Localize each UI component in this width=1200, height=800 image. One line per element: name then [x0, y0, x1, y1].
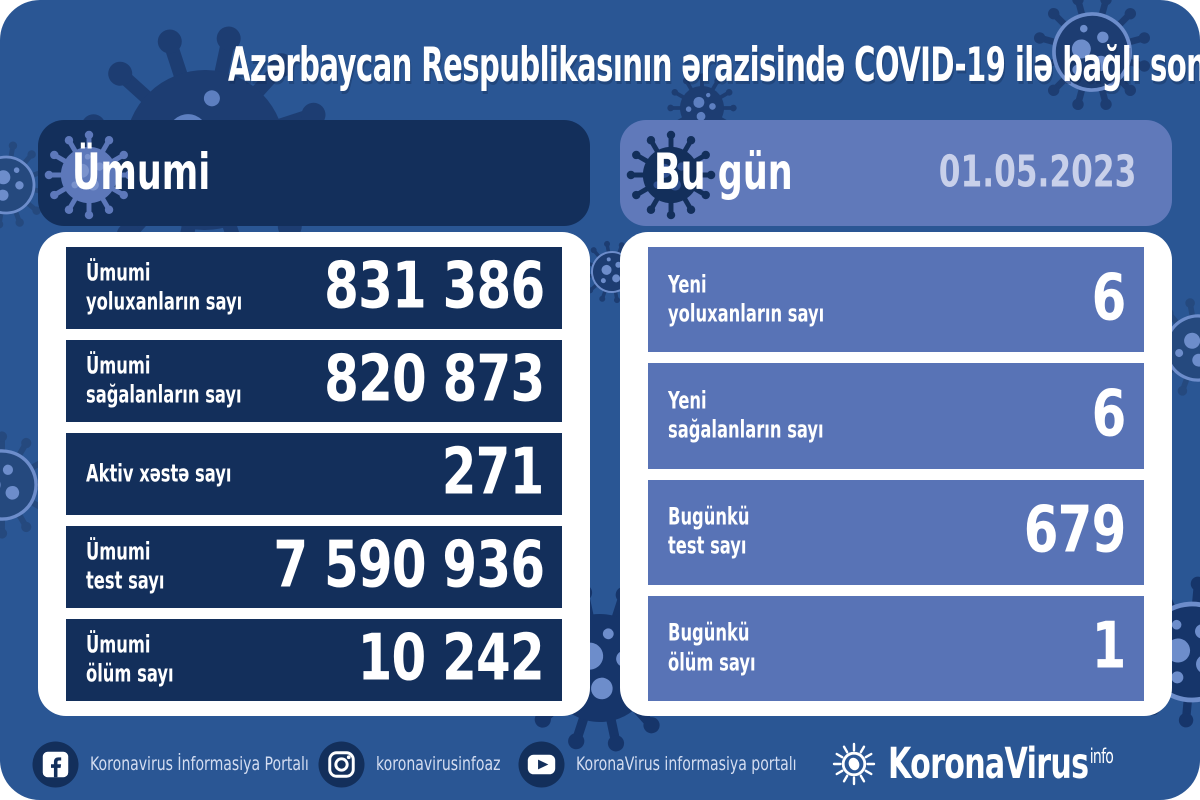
instagram-link: koronavirusinfoaz — [318, 738, 544, 790]
panel-today-header: Bu gün 01.05.2023 — [620, 120, 1172, 226]
stat-label: Bugünkü test sayı — [668, 502, 750, 561]
stat-row-active-cases: Aktiv xəstə sayı 271 — [66, 433, 562, 515]
stat-value: 820 873 — [323, 342, 545, 417]
stat-value: 10 242 — [357, 621, 545, 696]
instagram-icon — [318, 740, 365, 788]
stat-label: Ümumi sağalanların sayı — [86, 351, 242, 409]
panel-today-title: Bu gün — [654, 142, 793, 201]
stat-label: Bugünkü ölüm sayı — [668, 619, 756, 677]
footer: Koronavirus İnformasiya Portalı koronavi… — [0, 738, 1200, 790]
stat-label: Ümumi test sayı — [86, 537, 165, 595]
stat-row-total-recovered: Ümumi sağalanların sayı 820 873 — [66, 340, 562, 422]
stat-row-total-infections: Ümumi yoluxanların sayı 831 386 — [66, 247, 562, 329]
report-date: 01.05.2023 — [938, 146, 1136, 198]
stat-value: 271 — [442, 435, 545, 510]
stat-value: 831 386 — [323, 249, 545, 324]
stat-value: 6 — [1092, 261, 1127, 336]
stat-value: 6 — [1092, 377, 1127, 452]
stat-label: Yeni sağalanların sayı — [668, 386, 824, 444]
youtube-link: KoronaVirus informasiya portalı — [518, 738, 874, 790]
facebook-link: Koronavirus İnformasiya Portalı — [32, 738, 386, 790]
instagram-handle: koronavirusinfoaz — [376, 753, 501, 775]
panel-total-body: Ümumi yoluxanların sayı 831 386 Ümumi sağa… — [38, 232, 590, 716]
stat-value: 7 590 936 — [273, 528, 545, 603]
facebook-icon — [32, 740, 79, 788]
stat-label: Ümumi yoluxanların sayı — [86, 258, 243, 316]
facebook-handle: Koronavirus İnformasiya Portalı — [90, 753, 309, 775]
stat-label: Ümumi ölüm sayı — [86, 630, 174, 688]
stat-value: 679 — [1024, 493, 1127, 568]
stat-row-today-tests: Bugünkü test sayı 679 — [648, 479, 1144, 585]
panel-total-header: Ümumi — [38, 120, 590, 226]
stat-row-new-infections: Yeni yoluxanların sayı 6 — [648, 247, 1144, 353]
stat-label: Aktiv xəstə sayı — [86, 459, 232, 488]
virus-icon — [832, 742, 876, 786]
stat-row-new-recovered: Yeni sağalanların sayı 6 — [648, 363, 1144, 469]
stat-value: 1 — [1092, 609, 1127, 684]
stat-row-total-deaths: Ümumi ölüm sayı 10 242 — [66, 619, 562, 701]
panel-today: Bu gün 01.05.2023 Yeni yoluxanların sayı … — [620, 120, 1172, 716]
stat-label: Yeni yoluxanların sayı — [668, 270, 825, 328]
stat-row-today-deaths: Bugünkü ölüm sayı 1 — [648, 595, 1144, 701]
page-title: Azərbaycan Respublikasının ərazisində CO… — [228, 38, 1200, 93]
panel-today-body: Yeni yoluxanların sayı 6 Yeni sağalanların… — [620, 232, 1172, 716]
stat-row-total-tests: Ümumi test sayı 7 590 936 — [66, 526, 562, 608]
youtube-handle: KoronaVirus informasiya portalı — [576, 753, 797, 775]
panel-total: Ümumi Ümumi yoluxanların sayı 831 386 Ümu… — [38, 120, 590, 716]
brand-name: KoronaVirusinfo — [888, 739, 1114, 789]
youtube-icon — [518, 740, 565, 788]
panel-total-title: Ümumi — [72, 142, 211, 201]
brand-suffix: info — [1089, 743, 1114, 768]
brand-logo: KoronaVirusinfo — [830, 738, 1200, 790]
